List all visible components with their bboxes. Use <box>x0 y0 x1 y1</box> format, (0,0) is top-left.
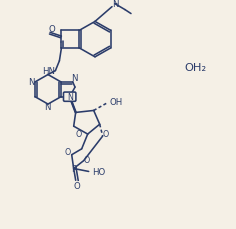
Text: O: O <box>49 25 55 34</box>
Text: HN: HN <box>42 67 55 76</box>
Text: O: O <box>65 148 71 157</box>
Text: HO: HO <box>92 167 105 176</box>
Text: N: N <box>44 102 50 111</box>
Text: N: N <box>28 78 34 87</box>
Text: O: O <box>103 129 109 138</box>
Text: N: N <box>112 0 118 9</box>
Text: O: O <box>84 155 90 164</box>
Text: O: O <box>76 129 82 138</box>
Text: N: N <box>72 74 78 83</box>
FancyBboxPatch shape <box>63 93 76 102</box>
Text: P: P <box>71 164 76 173</box>
Text: OH₂: OH₂ <box>184 63 206 72</box>
Text: O: O <box>73 181 80 190</box>
Text: OH: OH <box>109 98 122 107</box>
Text: N: N <box>67 93 73 102</box>
